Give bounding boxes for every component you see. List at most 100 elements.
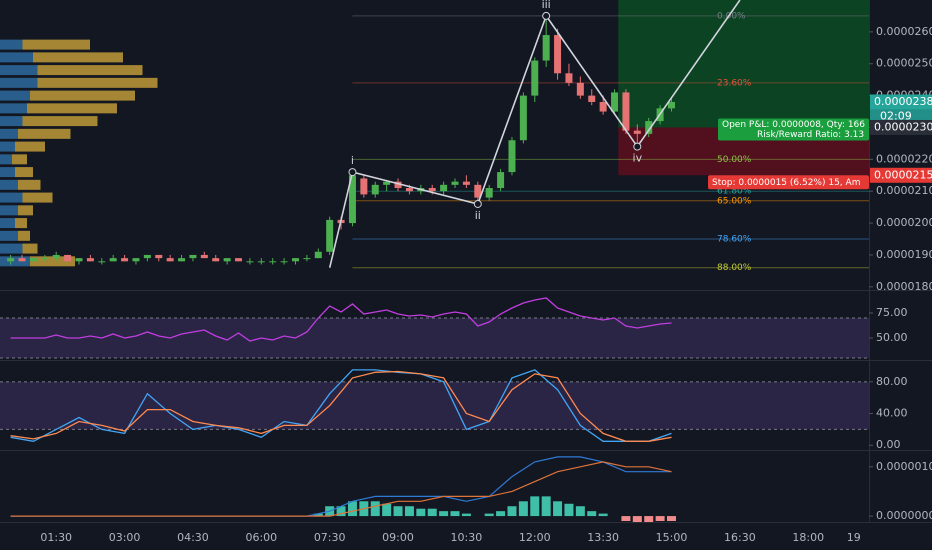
histogram-bar (644, 516, 654, 522)
candle-body (121, 258, 129, 262)
plot-area: 0.00% 23.60% 50.00% 61.80%65.00% 78.60% 88.00… (0, 0, 869, 522)
y-tick-label: 0.0000210 (876, 184, 932, 197)
y-tick-label: 0.0000180 (876, 280, 932, 293)
profile-up (0, 77, 38, 88)
x-tick-label: 19 (847, 531, 861, 544)
profile-up (0, 179, 18, 190)
candle-body (200, 254, 208, 259)
wave-point (348, 168, 357, 177)
profile-up (0, 243, 23, 254)
x-tick-label: 09:00 (382, 531, 414, 544)
band (0, 381, 869, 430)
profile-up (0, 256, 30, 267)
fib-label: 50.00% (717, 155, 752, 165)
candle-body (166, 258, 174, 262)
x-tick-label: 06:00 (245, 531, 277, 544)
histogram-bar (484, 513, 494, 517)
histogram-bar (621, 516, 631, 522)
profile-down (37, 65, 143, 76)
x-tick-label: 04:30 (177, 531, 209, 544)
candle-body (497, 172, 505, 189)
histogram-bar (439, 511, 449, 517)
fib-label: 65.00% (717, 196, 752, 206)
wave-point (542, 11, 551, 20)
candle-body (440, 184, 448, 192)
histogram-bar (507, 506, 517, 517)
profile-up (0, 167, 15, 178)
histogram-bar (370, 501, 380, 517)
candle-body (554, 35, 562, 74)
candle-body (485, 188, 493, 198)
candle-body (588, 95, 596, 102)
candle-body (565, 73, 573, 83)
y-tick-label: 75.00 (876, 306, 908, 319)
candle-body (98, 261, 106, 263)
macd-line (10, 461, 672, 517)
x-tick-label: 16:30 (724, 531, 756, 544)
candle-body (611, 92, 619, 112)
wave-point (473, 199, 482, 208)
stop-box (708, 175, 869, 190)
candle-body (360, 178, 368, 195)
profile-down (22, 192, 53, 203)
band (0, 318, 869, 358)
histogram-bar (461, 513, 471, 517)
profile-up (0, 65, 38, 76)
x-tick-label: 15:00 (656, 531, 688, 544)
candle-body (212, 258, 220, 262)
y-tick-label: 50.00 (876, 331, 908, 344)
fib-label: 23.60% (717, 78, 752, 88)
profile-down (12, 154, 27, 165)
profile-down (18, 179, 41, 190)
profile-up (0, 154, 12, 165)
histogram-bar (541, 496, 551, 517)
candle-body (86, 258, 94, 262)
profile-up (0, 218, 15, 229)
candle-body (394, 181, 402, 189)
y-tick-label: 0.00 (876, 438, 901, 451)
y-tick-label: 0.0000200 (876, 216, 932, 229)
histogram-bar (416, 508, 426, 517)
candle-body (75, 258, 83, 262)
histogram-bar (382, 503, 392, 517)
candle-body (622, 92, 630, 131)
wave-label: ii (475, 209, 481, 222)
candle-body (132, 258, 140, 262)
profile-down (15, 218, 27, 229)
candle-body (235, 258, 243, 262)
profile-down (37, 77, 158, 88)
histogram-bar (518, 501, 528, 517)
candle-body (52, 254, 60, 259)
candle-body (462, 181, 470, 185)
x-tick-label: 13:30 (587, 531, 619, 544)
fib-label: 88.00% (717, 263, 752, 273)
histogram-bar (404, 506, 414, 517)
wave-label: iii (542, 0, 551, 11)
candle-body (178, 258, 186, 262)
price-label-box (870, 94, 932, 110)
histogram-bar (313, 513, 323, 517)
candle-body (155, 254, 163, 259)
y-tick-label: 40.00 (876, 407, 908, 420)
y-tick-label: 0.0000190 (876, 248, 932, 261)
wave-point (633, 142, 642, 151)
wave-label: iv (633, 152, 643, 165)
y-tick-label: 0.0000000 (876, 509, 932, 522)
profile-up (0, 128, 18, 139)
candle-body (474, 184, 482, 198)
histogram-bar (598, 513, 608, 517)
y-tick-label: 80.00 (876, 375, 908, 388)
fib-label: 61.80% (717, 187, 752, 197)
wave-line (328, 0, 741, 268)
profile-down (18, 230, 30, 241)
profile-up (0, 103, 27, 114)
histogram-bar (575, 506, 585, 517)
candle-body (371, 184, 379, 195)
profile-down (18, 205, 33, 216)
profile-up (0, 230, 18, 241)
candle-body (383, 181, 391, 185)
candle-body (348, 175, 356, 224)
